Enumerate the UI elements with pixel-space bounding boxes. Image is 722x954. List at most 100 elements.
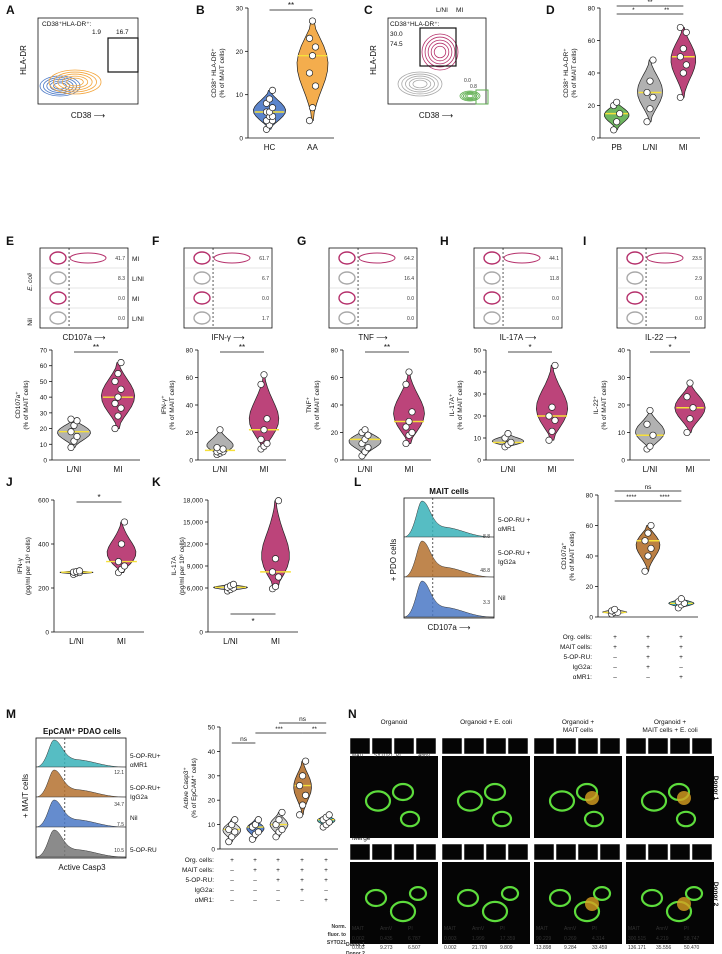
y-tick-label: 50 bbox=[208, 725, 216, 732]
contour bbox=[464, 93, 476, 99]
histogram bbox=[403, 580, 495, 618]
cond-sign: – bbox=[230, 887, 234, 894]
x-axis-label: CD38 ⟶ bbox=[71, 111, 106, 120]
contour bbox=[646, 252, 684, 264]
stain-thumb bbox=[599, 843, 621, 861]
organoid bbox=[640, 888, 664, 908]
contour bbox=[49, 311, 67, 325]
flow-grid-F: 61.7 6.7 0.0 1.7 IFN-γ ⟶ bbox=[183, 247, 273, 342]
y-tick-label: 0 bbox=[621, 458, 625, 465]
y-axis-title-line: Active Casp3⁺ bbox=[183, 767, 190, 809]
data-point bbox=[260, 371, 268, 379]
data-point bbox=[613, 118, 621, 126]
table-value: 6.787 bbox=[408, 936, 421, 942]
table-colhead: PI bbox=[500, 926, 505, 932]
data-point bbox=[676, 93, 684, 101]
y-axis-title-line: IL-17A bbox=[171, 556, 178, 576]
gate-value: 16.4 bbox=[404, 276, 414, 282]
table-value: 4.219 bbox=[656, 936, 669, 942]
row-label-lni: L/NI bbox=[132, 276, 144, 283]
contour bbox=[49, 251, 67, 265]
data-point bbox=[677, 595, 685, 603]
micro-col-title-line: MAIT cells + E. coli bbox=[642, 727, 697, 734]
data-point bbox=[405, 417, 413, 426]
sig-label: ** bbox=[384, 343, 390, 352]
x-tick-label: L/NI bbox=[69, 637, 84, 646]
y-axis-title: CD107a⁺ (% of MAIT cells) bbox=[15, 380, 30, 429]
stain-thumb bbox=[691, 737, 713, 755]
data-point bbox=[548, 427, 556, 435]
table-value: 4.314 bbox=[592, 936, 605, 942]
gate-value: 1.7 bbox=[262, 316, 269, 322]
data-point bbox=[649, 431, 657, 439]
data-point bbox=[308, 104, 317, 112]
data-point bbox=[611, 605, 619, 613]
x-tick-label: HC bbox=[264, 143, 276, 152]
x-tick-label: L/NI bbox=[501, 465, 516, 474]
cond-sign: + bbox=[276, 877, 280, 884]
contour bbox=[626, 311, 644, 325]
data-point bbox=[308, 52, 317, 60]
gate-value: 10.5 bbox=[114, 848, 124, 854]
sig-label: ns bbox=[299, 716, 307, 723]
data-point bbox=[643, 420, 651, 428]
contour bbox=[483, 311, 501, 325]
y-tick-label: 0 bbox=[334, 458, 338, 465]
table-value: 33.459 bbox=[592, 945, 608, 951]
gate-value: 41.7 bbox=[115, 256, 125, 262]
table-value: 13.898 bbox=[536, 945, 552, 951]
cond-sign: + bbox=[679, 634, 683, 641]
data-point bbox=[548, 403, 556, 411]
stain-thumb bbox=[485, 737, 507, 755]
organoid bbox=[500, 885, 520, 901]
y-axis-title-line: IFN-γ bbox=[17, 557, 24, 574]
x-axis-label: IL-22 ⟶ bbox=[645, 333, 677, 342]
sig-label: ns bbox=[645, 484, 653, 491]
y-tick-label: 30 bbox=[236, 6, 244, 13]
cond-row-label: IgG2a: bbox=[572, 664, 592, 671]
y-axis-title-line: (% of MAIT cells) bbox=[314, 380, 321, 429]
contour bbox=[405, 75, 435, 93]
organoid bbox=[364, 888, 388, 908]
data-point bbox=[73, 432, 81, 440]
panel-letter-H: H bbox=[440, 234, 449, 248]
y-tick-label: 60 bbox=[331, 375, 339, 382]
y-axis-title: CD107a⁺ (% of MAIT cells) bbox=[561, 531, 576, 580]
data-point bbox=[278, 825, 286, 834]
micro-col-title: Organoid + E. coli bbox=[460, 719, 512, 726]
cond-row-label: MAIT cells: bbox=[182, 867, 214, 874]
cond-sign: – bbox=[613, 674, 617, 681]
x-tick-label: L/NI bbox=[213, 465, 228, 474]
y-axis-title: TNF⁺ (% of MAIT cells) bbox=[306, 380, 321, 429]
y-tick-label: 9,000 bbox=[187, 564, 204, 571]
y-tick-label: 40 bbox=[618, 348, 626, 355]
contour bbox=[338, 291, 356, 305]
legend-text: Nil bbox=[130, 815, 138, 822]
y-tick-label: 60 bbox=[588, 38, 596, 45]
legend-text: αMR1 bbox=[498, 526, 516, 533]
organoid bbox=[592, 885, 612, 901]
cond-sign: + bbox=[679, 644, 683, 651]
data-point bbox=[676, 53, 684, 61]
y-axis-title-line: IL-17A⁺ bbox=[449, 393, 456, 416]
stain-label: MAIT bbox=[352, 753, 364, 759]
data-point bbox=[311, 43, 320, 51]
y-tick-label: 400 bbox=[38, 542, 49, 549]
cond-sign: + bbox=[276, 867, 280, 874]
y-tick-label: 6,000 bbox=[187, 586, 204, 593]
cond-sign: + bbox=[300, 867, 304, 874]
violin-MI bbox=[535, 365, 569, 441]
y-tick-label: 60 bbox=[40, 363, 48, 370]
gate-value: 0.0 bbox=[407, 316, 414, 322]
table-value: 50.470 bbox=[684, 945, 700, 951]
histogram bbox=[403, 500, 495, 538]
sig-label: **** bbox=[626, 494, 637, 501]
histogram-panels: MAIT cells + PDO cells CD107a ⟶ 5-OP-RU + αM… bbox=[21, 487, 531, 872]
cond-sign: + bbox=[300, 887, 304, 894]
data-point bbox=[361, 426, 369, 434]
chart-B: 0 10 20 30 CD38⁺ HLA-DR⁺ (% of MAIT cells) HC A… bbox=[211, 1, 334, 152]
gate-value: 0.8 bbox=[470, 84, 477, 90]
table-colhead: AnnV bbox=[656, 926, 669, 932]
cond-sign: – bbox=[300, 897, 304, 904]
panel-letter-G: G bbox=[297, 234, 306, 248]
